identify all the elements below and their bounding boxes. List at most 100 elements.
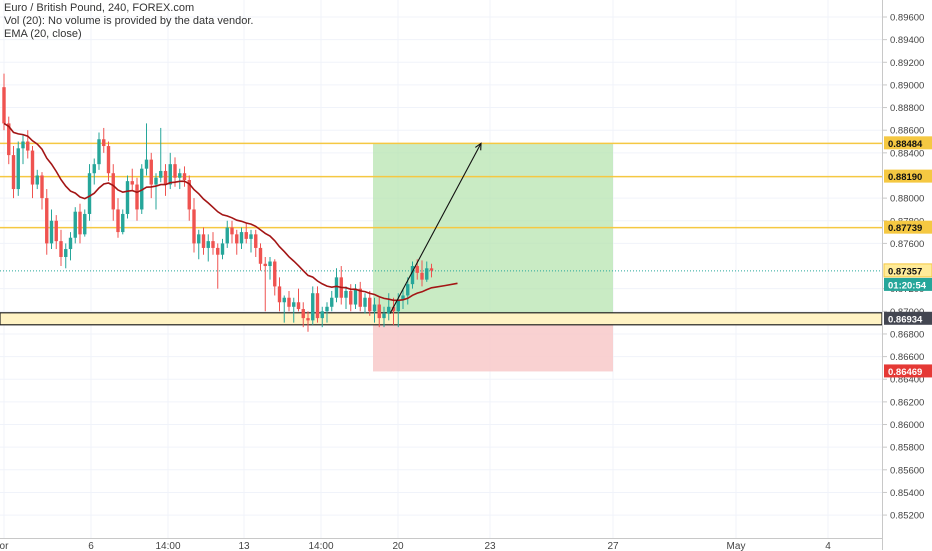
candle-body [173,164,177,178]
time-tick-label: or [0,541,9,551]
candle-body [334,277,339,298]
price-tag [884,136,932,150]
candle-body [263,263,267,267]
time-tick-label: 14:00 [308,541,333,551]
candle-body [235,234,239,244]
candle-body [415,266,419,273]
candle-body [429,268,434,271]
price-tag-label: 0.87357 [888,266,922,277]
candle-body [216,247,220,255]
price-tag-label: 0.86934 [888,314,923,325]
candle-body [45,198,49,244]
candle-body [135,184,139,210]
candle-body [363,297,367,307]
loss-zone [373,318,613,372]
candle-body [21,141,25,149]
candle-body [73,211,77,238]
candle-body [377,304,381,319]
legend-title: Euro / British Pound, 240, FOREX.com [4,2,195,14]
price-tick-label: 0.86800 [890,329,924,340]
candle-body [130,181,134,185]
time-tick-label: 13 [238,541,250,551]
candle-body [320,311,324,319]
price-tick-label: 0.88400 [890,148,924,159]
current-price-tag [883,263,932,278]
support-zone [0,312,882,326]
price-tick-label: 0.85200 [890,511,924,522]
candle-body [330,297,334,307]
price-tick-label: 0.86600 [890,352,924,363]
time-tick-label: 27 [607,541,619,551]
candle-body [277,286,282,303]
candle-body [197,234,201,244]
candle-body [420,272,424,280]
price-tick-label: 0.85800 [890,443,924,454]
candle-body [182,173,187,181]
candle-body [40,175,44,199]
candle-body [358,288,362,307]
candle-body [372,304,377,312]
candle-body [211,241,215,248]
price-axis[interactable]: 0.89600 0.89400 0.89200 0.89000 0.88800 0.886… [882,0,932,550]
price-tick-label: 0.89000 [890,80,924,91]
candle-body [201,234,206,248]
candle-body [396,300,400,312]
candle-body [11,155,16,190]
candle-body [306,318,310,321]
candle-body [382,313,386,319]
candle-body [220,243,225,255]
candle-body [192,209,196,244]
candle-body [406,284,410,296]
candle-body [125,181,130,214]
candle-body [315,293,320,319]
candle-body [391,306,396,312]
candle-body [159,170,163,178]
price-tag-label: 0.87739 [888,223,922,234]
candle-body [258,247,263,264]
candle-body [254,234,258,248]
ema-line [3,122,458,302]
candle-body [78,211,82,235]
candle-body [225,227,229,244]
candle-body [311,293,315,321]
candle-body [353,288,358,305]
candle-body [83,213,87,235]
candle-body [87,173,92,214]
legend-volume: Vol (20): No volume is provided by the d… [4,15,254,27]
chart-pane[interactable]: Euro / British Pound, 240, FOREX.com Vol… [0,0,882,538]
candle-body [54,220,58,242]
price-tick-label: 0.85600 [890,465,924,476]
price-tick-label: 0.86000 [890,420,924,431]
time-tick-label: 14:00 [155,541,180,551]
candle-body [59,241,63,257]
price-tick-label: 0.88000 [890,194,924,205]
candle-body [16,148,20,190]
price-tag-label: 0.88190 [888,172,922,183]
candle-body [301,309,305,319]
price-tick-label: 0.89200 [890,58,924,69]
candle-body [239,232,244,244]
candle-body [92,164,96,174]
price-tick-label: 0.88800 [890,103,924,114]
candle-body [149,159,153,185]
price-tick-label: 0.86200 [890,397,924,408]
profit-zone [373,143,613,319]
price-chart[interactable] [0,0,882,538]
candle-body [140,168,144,210]
candle-body [230,227,234,235]
candle-body [249,234,253,239]
time-axis[interactable]: or 6 14:00 13 14:00 20 23 27 May 4 [0,538,882,551]
candle-body [121,213,125,233]
candle-body [401,295,405,300]
candle-body [7,123,11,156]
price-tag [884,311,932,325]
candle-body [273,261,277,287]
candle-body [206,241,210,248]
candle-body [111,173,115,210]
candle-body [144,159,149,169]
candle-body [49,220,54,244]
candle-body [387,306,391,314]
price-tag [884,364,932,378]
price-tag [884,220,932,234]
price-tag-label: 0.88484 [888,139,923,150]
